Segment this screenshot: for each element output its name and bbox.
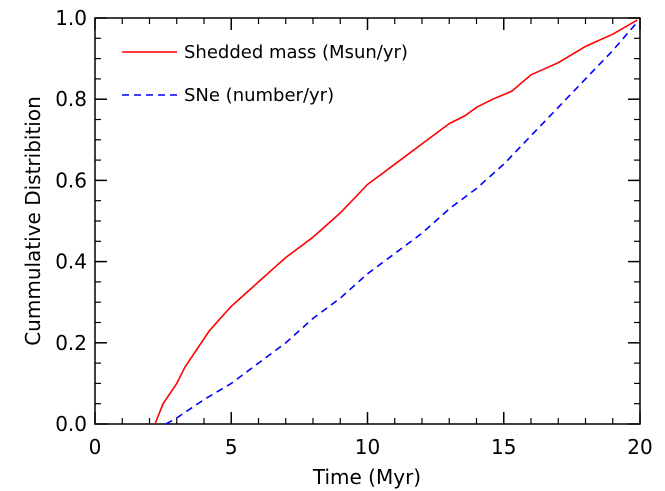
- x-tick-label: 20: [627, 435, 652, 459]
- y-axis-tick-labels: 0.0 0.2 0.4 0.6 0.8 1.0: [55, 6, 87, 436]
- series-line-sne: [165, 21, 638, 425]
- x-tick-label: 15: [491, 435, 516, 459]
- x-axis-label: Time (Myr): [312, 465, 421, 489]
- legend: Shedded mass (Msun/yr) SNe (number/yr): [122, 42, 408, 106]
- y-tick-label: 0.4: [55, 250, 87, 274]
- y-tick-label: 0.2: [55, 331, 87, 355]
- x-axis-tick-labels: 0 5 10 15 20: [89, 435, 653, 459]
- y-tick-label: 1.0: [55, 6, 87, 30]
- y-axis-label: Cummulative Distribition: [21, 96, 45, 346]
- y-tick-label: 0.6: [55, 168, 87, 192]
- y-tick-label: 0.0: [55, 412, 87, 436]
- y-axis-ticks: [95, 17, 640, 425]
- x-tick-label: 5: [225, 435, 238, 459]
- x-axis-ticks: [94, 18, 641, 424]
- series-line-shedded-mass: [154, 19, 638, 425]
- legend-label-sne: SNe (number/yr): [184, 85, 334, 106]
- legend-label-shedded-mass: Shedded mass (Msun/yr): [184, 42, 408, 63]
- x-tick-label: 0: [89, 435, 102, 459]
- x-tick-label: 10: [355, 435, 380, 459]
- y-tick-label: 0.8: [55, 87, 87, 111]
- series-layer: [154, 19, 638, 425]
